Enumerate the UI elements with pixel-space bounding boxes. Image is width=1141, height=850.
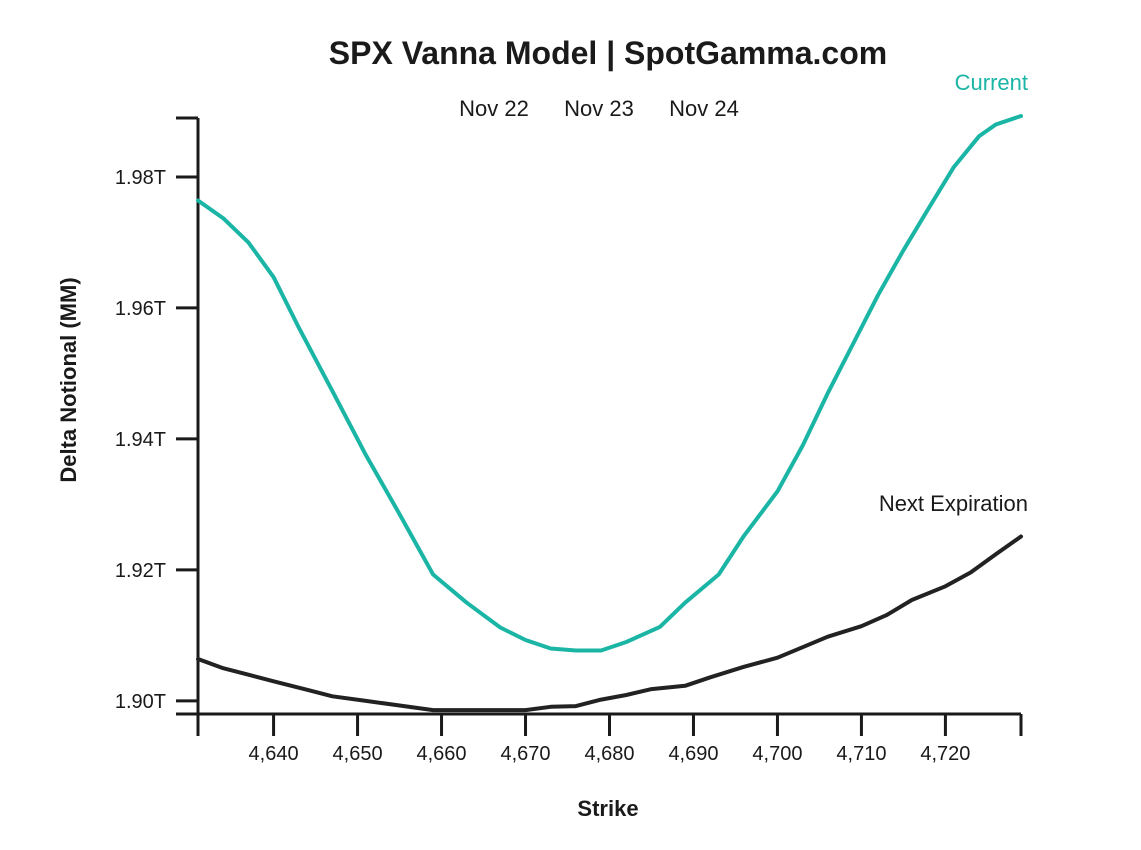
x-tick-label: 4,720 — [920, 743, 970, 765]
y-tick-label: 1.98T — [115, 167, 166, 189]
y-ticks: 1.90T 1.92T 1.94T 1.96T 1.98T — [115, 167, 198, 713]
series-group — [196, 114, 1023, 713]
axes — [176, 116, 1023, 736]
y-axis-title: Delta Notional (MM) — [56, 277, 81, 482]
legend: Nov 22 Nov 23 Nov 24 — [459, 96, 739, 121]
legend-item: Nov 23 — [564, 96, 634, 121]
series-labels: Current Next Expiration — [879, 70, 1028, 516]
y-tick-label: 1.92T — [115, 560, 166, 582]
x-tick-label: 4,710 — [836, 743, 886, 765]
legend-item: Nov 22 — [459, 96, 529, 121]
x-tick-label: 4,670 — [500, 743, 550, 765]
x-ticks: 4,640 4,650 4,660 4,670 4,680 4,690 4,700 4,710… — [249, 714, 970, 765]
chart-title: SPX Vanna Model | SpotGamma.com — [329, 35, 887, 71]
series-line — [196, 534, 1023, 713]
x-tick-label: 4,640 — [249, 743, 299, 765]
x-tick-label: 4,680 — [584, 743, 634, 765]
x-tick-label: 4,700 — [752, 743, 802, 765]
x-tick-label: 4,660 — [417, 743, 467, 765]
series-label: Current — [955, 70, 1028, 95]
y-tick-label: 1.90T — [115, 691, 166, 713]
x-tick-label: 4,650 — [333, 743, 383, 765]
series-label: Next Expiration — [879, 491, 1028, 516]
x-tick-label: 4,690 — [668, 743, 718, 765]
y-tick-label: 1.96T — [115, 298, 166, 320]
x-axis-title: Strike — [577, 796, 638, 821]
y-tick-label: 1.94T — [115, 429, 166, 451]
legend-item: Nov 24 — [669, 96, 739, 121]
series-line — [196, 114, 1023, 653]
